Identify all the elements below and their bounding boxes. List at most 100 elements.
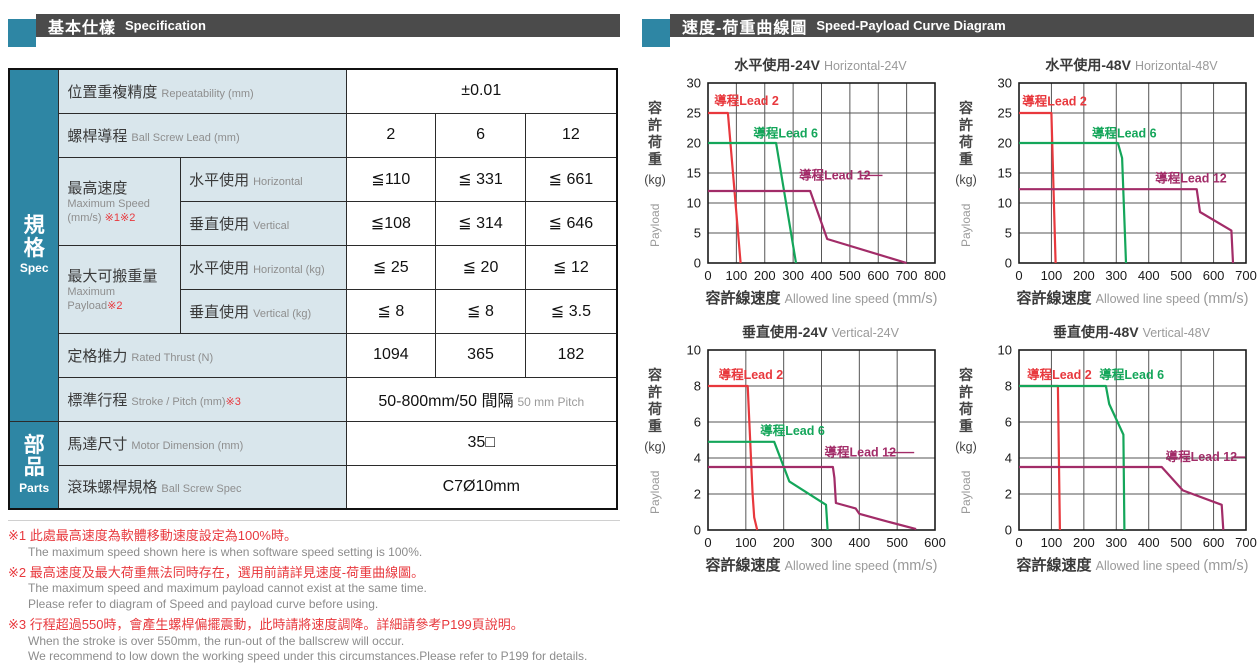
svg-text:4: 4	[694, 451, 701, 466]
svg-text:許: 許	[959, 384, 973, 400]
table-row: 規格 Spec 位置重複精度 Repeatability (mm) ±0.01	[8, 68, 618, 422]
specification-header: 基本仕樣 Specification	[8, 14, 620, 47]
curve-diagram-section: 速度-荷重曲線圖 Speed-Payload Curve Diagram 水平使…	[628, 0, 1260, 657]
sidebar-label-zh: 部品	[23, 433, 45, 480]
svg-text:許: 許	[648, 117, 662, 133]
svg-text:4: 4	[1005, 451, 1012, 466]
value-lead-2: 2	[345, 112, 437, 158]
specification-title-en: Specification	[125, 18, 206, 33]
svg-text:導程Lead 6: 導程Lead 6	[1092, 125, 1157, 140]
svg-text:500: 500	[839, 268, 861, 283]
svg-text:25: 25	[687, 106, 701, 121]
accent-square-icon	[8, 19, 36, 47]
svg-text:800: 800	[924, 268, 946, 283]
svg-text:6: 6	[694, 415, 701, 430]
chart-horizontal-24v: 水平使用-24V Horizontal-24V 0 100 200 300 400 500 6…	[642, 55, 947, 312]
row-label-max-speed: 最高速度 Maximum Speed (mm/s) ※1※2	[58, 156, 182, 246]
curve-diagram-header: 速度-荷重曲線圖 Speed-Payload Curve Diagram	[642, 14, 1254, 47]
svg-text:0: 0	[1005, 523, 1012, 538]
svg-text:300: 300	[1105, 535, 1127, 550]
sidebar-parts-group: 部品 Parts	[8, 420, 60, 510]
table-row: 定格推力 Rated Thrust (N) 1094 365 182	[9, 332, 618, 378]
svg-text:重: 重	[648, 418, 662, 434]
svg-text:容: 容	[958, 367, 973, 383]
svg-text:容許線速度 Allowed line speed (mm/s: 容許線速度 Allowed line speed (mm/s)	[705, 556, 938, 574]
svg-text:5: 5	[1005, 226, 1012, 241]
svg-text:Payload: Payload	[959, 204, 973, 247]
svg-text:0: 0	[694, 523, 701, 538]
svg-text:200: 200	[1073, 268, 1095, 283]
svg-text:8: 8	[1005, 379, 1012, 394]
svg-text:容: 容	[647, 100, 662, 116]
specification-header-bar: 基本仕樣 Specification	[36, 14, 620, 37]
svg-text:(kg): (kg)	[955, 173, 977, 187]
svg-text:導程Lead 12: 導程Lead 12	[825, 445, 897, 460]
svg-text:10: 10	[998, 196, 1012, 211]
svg-text:200: 200	[773, 535, 795, 550]
table-row: 部品 Parts 馬達尺寸 Motor Dimension (mm) 35□	[8, 420, 618, 510]
svg-text:導程Lead 6: 導程Lead 6	[1099, 367, 1164, 382]
svg-text:導程Lead 2: 導程Lead 2	[719, 367, 784, 382]
table-row: 滾珠螺桿規格 Ball Screw Spec C7Ø10mm	[9, 464, 618, 510]
svg-text:荷: 荷	[647, 134, 662, 150]
svg-text:400: 400	[848, 535, 870, 550]
specification-title-zh: 基本仕樣	[48, 19, 117, 37]
curve-diagram-title-zh: 速度-荷重曲線圖	[682, 19, 808, 37]
svg-text:2: 2	[1005, 487, 1012, 502]
svg-text:荷: 荷	[958, 401, 973, 417]
svg-text:300: 300	[811, 535, 833, 550]
svg-text:25: 25	[998, 106, 1012, 121]
svg-text:400: 400	[1138, 268, 1160, 283]
row-label-max-payload: 最大可搬重量 Maximum Payload※2	[58, 244, 182, 334]
chart-vertical-24v: 垂直使用-24V Vertical-24V 0 100 200 300 400 500 600…	[642, 322, 947, 579]
sub-label-horizontal: 水平使用 Horizontal	[180, 156, 347, 202]
value-speed-h-6: ≦ 331	[435, 156, 526, 202]
svg-text:600: 600	[867, 268, 889, 283]
svg-text:許: 許	[648, 384, 662, 400]
svg-text:重: 重	[959, 418, 973, 434]
value-lead-12: 12	[524, 112, 618, 158]
value-payload-h-2: ≦ 25	[345, 244, 437, 290]
svg-text:重: 重	[648, 151, 662, 167]
speed-payload-chart: 0 100 200 300 400 500 600 700 800 0 5 10 15 20 25 30 容許荷…	[644, 76, 946, 308]
svg-text:導程Lead 12: 導程Lead 12	[1166, 449, 1238, 464]
svg-text:(kg): (kg)	[644, 440, 666, 454]
value-speed-v-12: ≦ 646	[524, 200, 618, 246]
svg-text:15: 15	[998, 166, 1012, 181]
chart-title: 垂直使用-48V Vertical-48V	[1053, 324, 1210, 340]
row-label-motor: 馬達尺寸 Motor Dimension (mm)	[58, 420, 347, 466]
svg-text:700: 700	[1235, 535, 1257, 550]
value-speed-v-2: ≦108	[345, 200, 437, 246]
svg-text:700: 700	[1235, 268, 1257, 283]
sub-label-horizontal: 水平使用 Horizontal (kg)	[180, 244, 347, 290]
footnote-mark: ※1※2	[104, 211, 136, 224]
value-payload-v-2: ≦ 8	[345, 288, 437, 334]
spec-table: 規格 Spec 位置重複精度 Repeatability (mm) ±0.01 螺…	[8, 68, 618, 510]
table-row: 最大可搬重量 Maximum Payload※2 水平使用 Horizontal …	[9, 244, 618, 334]
svg-text:500: 500	[1170, 535, 1192, 550]
sub-label-vertical: 垂直使用 Vertical	[180, 200, 347, 246]
svg-text:6: 6	[1005, 415, 1012, 430]
svg-text:容許線速度 Allowed line speed (mm/s: 容許線速度 Allowed line speed (mm/s)	[705, 289, 938, 307]
row-label-ball-screw-lead: 螺桿導程 Ball Screw Lead (mm)	[58, 112, 347, 158]
row-label-repeatability: 位置重複精度 Repeatability (mm)	[58, 68, 347, 114]
value-thrust-2: 1094	[345, 332, 437, 378]
svg-text:30: 30	[998, 76, 1012, 91]
svg-text:0: 0	[704, 268, 711, 283]
specification-section: 基本仕樣 Specification 規格 Spec 位置重複精度 Repeata…	[0, 0, 628, 663]
value-repeatability: ±0.01	[345, 68, 618, 114]
svg-text:容: 容	[647, 367, 662, 383]
svg-text:10: 10	[687, 196, 701, 211]
sub-label-vertical: 垂直使用 Vertical (kg)	[180, 288, 347, 334]
chart-vertical-48v: 垂直使用-48V Vertical-48V 0 100 200 300 400 500 600…	[953, 322, 1258, 579]
svg-text:0: 0	[1015, 535, 1022, 550]
svg-text:Payload: Payload	[648, 471, 662, 514]
svg-text:容許線速度 Allowed line speed (mm/s: 容許線速度 Allowed line speed (mm/s)	[1016, 289, 1249, 307]
table-row: 垂直使用 Vertical ≦108 ≦ 314 ≦ 646	[9, 200, 618, 246]
svg-text:導程Lead 2: 導程Lead 2	[714, 93, 779, 108]
footnote-2: ※2 最高速度及最大荷重無法同時存在，選用前請詳見速度-荷重曲線圖。 The m…	[8, 564, 427, 611]
svg-text:0: 0	[704, 535, 711, 550]
charts-grid: 水平使用-24V Horizontal-24V 0 100 200 300 400 500 6…	[642, 55, 1257, 579]
sidebar-label-en: Spec	[19, 261, 49, 276]
